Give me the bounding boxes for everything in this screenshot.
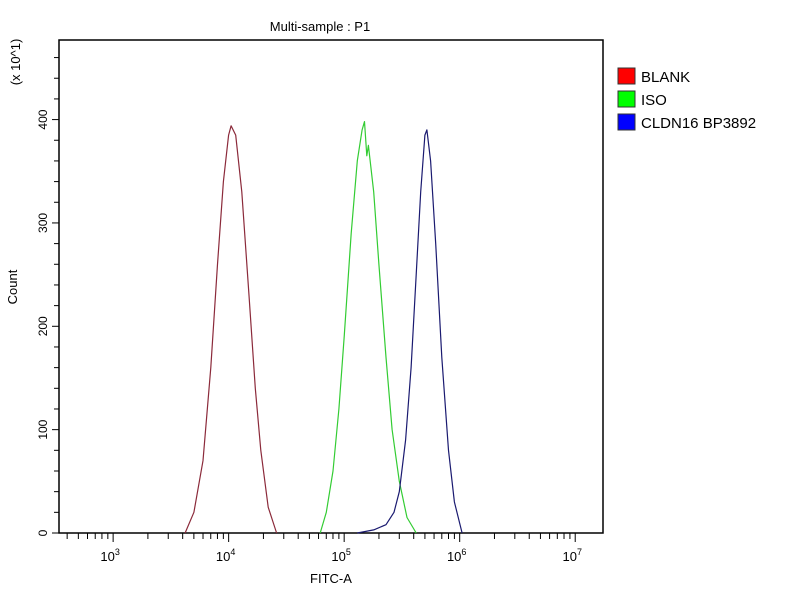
x-tick-exponent: 3 [115, 547, 120, 557]
series-line-cldn16-bp3892 [357, 129, 463, 534]
legend-swatch [617, 113, 636, 131]
legend-label: BLANK [641, 69, 690, 86]
legend: BLANK ISO CLDN16 BP3892 [617, 67, 756, 132]
x-tick-label: 105 [331, 547, 350, 564]
y-tick-label: 400 [36, 109, 50, 129]
series-group [184, 121, 463, 534]
y-tick-label: 0 [36, 529, 50, 536]
x-tick-exponent: 5 [346, 547, 351, 557]
x-tick-exponent: 4 [230, 547, 235, 557]
plot-frame [58, 39, 604, 534]
y-axis: 0 100 200 300 400 [36, 57, 59, 536]
y-axis-label: Count [5, 269, 20, 304]
x-tick-label: 107 [562, 547, 581, 564]
legend-label: CLDN16 BP3892 [641, 115, 756, 132]
x-tick-label: 104 [216, 547, 235, 564]
x-axis: 103 104 105 106 107 [66, 533, 582, 564]
legend-swatch [617, 90, 636, 108]
y-tick-label: 200 [36, 316, 50, 336]
chart-title: Multi-sample : P1 [270, 19, 370, 34]
series-line-iso [319, 121, 417, 534]
legend-label: ISO [641, 92, 667, 109]
x-axis-label: FITC-A [310, 571, 352, 586]
x-tick-label: 106 [447, 547, 466, 564]
x-tick-exponent: 7 [577, 547, 582, 557]
series-line-blank [184, 125, 278, 534]
y-tick-label: 100 [36, 419, 50, 439]
x-tick-exponent: 6 [461, 547, 466, 557]
x-tick-label: 103 [100, 547, 119, 564]
y-multiplier-label: (x 10^1) [8, 39, 23, 86]
y-tick-label: 300 [36, 213, 50, 233]
legend-swatch [617, 67, 636, 85]
